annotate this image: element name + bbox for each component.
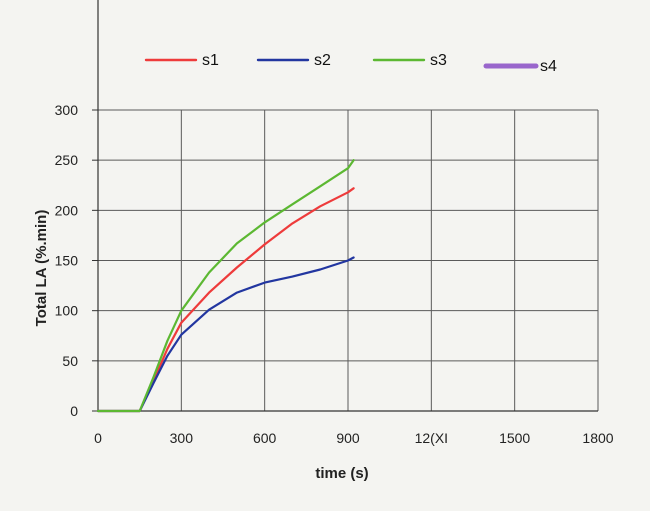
legend-label-s4: s4 bbox=[540, 58, 557, 75]
y-tick-label: 200 bbox=[55, 202, 79, 218]
legend-label-s3: s3 bbox=[430, 52, 447, 69]
x-tick-label: 900 bbox=[336, 430, 360, 446]
axes: 0 50 100 150 200 250 300 0 300 600 900 12(XI 1500 180… bbox=[55, 0, 614, 446]
series-line-s2 bbox=[96, 256, 355, 413]
x-tick-label: 300 bbox=[170, 430, 194, 446]
x-tick-label: 0 bbox=[94, 430, 102, 446]
y-tick-label: 0 bbox=[70, 403, 78, 419]
y-tick-label: 300 bbox=[55, 102, 79, 118]
x-tick-label: 600 bbox=[253, 430, 277, 446]
y-tick-label: 100 bbox=[55, 303, 79, 319]
series-line-s3 bbox=[96, 159, 355, 413]
legend: s1 s2 s3 s4 bbox=[144, 52, 557, 75]
gridlines bbox=[97, 109, 599, 412]
x-axis-title: time (s) bbox=[315, 465, 368, 482]
y-tick-label: 250 bbox=[55, 152, 79, 168]
x-tick-label: 1500 bbox=[499, 430, 530, 446]
series-lines bbox=[96, 159, 355, 413]
legend-label-s2: s2 bbox=[314, 52, 331, 69]
x-tick-label: 1800 bbox=[582, 430, 613, 446]
y-axis-title: Total LA (%.min) bbox=[33, 210, 50, 327]
y-tick-label: 50 bbox=[62, 353, 78, 369]
x-tick-label: 12(XI bbox=[415, 430, 448, 446]
y-tick-label: 150 bbox=[55, 253, 79, 269]
legend-label-s1: s1 bbox=[202, 52, 219, 69]
